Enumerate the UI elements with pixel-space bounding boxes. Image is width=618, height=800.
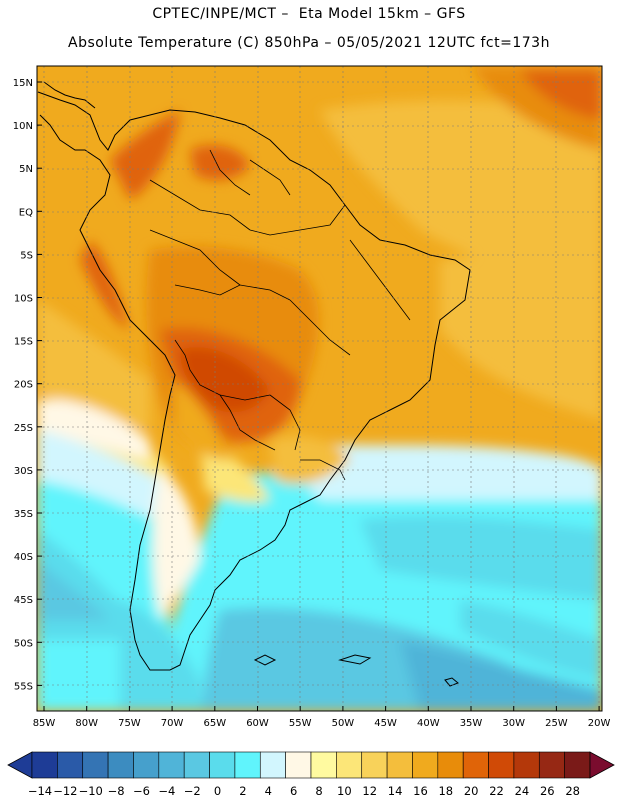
colorbar-right-arrow [589,751,615,779]
colorbar-label: −4 [158,784,175,798]
title-line-1: CPTEC/INPE/MCT – Eta Model 15km – GFS [152,6,466,22]
colorbar-swatch [31,751,58,779]
colorbar-swatch [285,751,312,779]
colorbar-swatch [310,751,337,779]
colorbar-swatch [107,751,134,779]
colorbar-swatch [488,751,515,779]
colorbar-label: −2 [184,784,201,798]
colorbar-swatch [259,751,286,779]
country-borders [149,149,411,481]
lat-label: 55S [14,681,33,692]
colorbar-swatch [361,751,388,779]
lon-label: 35W [460,718,483,729]
lon-label: 60W [246,718,269,729]
colorbar-label: −6 [133,784,150,798]
lat-label: 40S [14,552,33,563]
colorbar-label: −8 [108,784,125,798]
lat-label: 25S [14,423,33,434]
coastline [37,81,471,687]
colorbar-label: −10 [79,784,103,798]
colorbar-swatch [336,751,363,779]
colorbar-label: 20 [464,784,479,798]
lon-label: 75W [118,718,141,729]
lon-label: 65W [203,718,226,729]
colorbar-swatch [386,751,413,779]
colorbar-swatch [412,751,439,779]
colorbar-swatch [538,751,565,779]
colorbar-label: −12 [53,784,77,798]
colorbar-swatch [462,751,489,779]
lon-label: 50W [332,718,355,729]
map-frame [36,65,603,712]
colorbar-swatch [133,751,160,779]
colorbar-label: 28 [565,784,580,798]
lon-label: 85W [33,718,56,729]
graticule [37,66,602,711]
colorbar-left-arrow [7,751,33,779]
lat-label: 10S [14,294,33,305]
colorbar-label: 4 [265,784,272,798]
colorbar-swatch [183,751,210,779]
lat-label: EQ [19,207,33,218]
colorbar-label: 10 [337,784,352,798]
colorbar-swatch [437,751,464,779]
lon-label: 80W [75,718,98,729]
colorbar-label: 12 [362,784,377,798]
lon-label: 70W [161,718,184,729]
lat-label: 5S [20,250,33,261]
lon-label: 55W [289,718,312,729]
lat-label: 15S [14,337,33,348]
lon-label: 45W [374,718,397,729]
temperature-field [37,66,602,711]
lat-label: 15N [13,78,33,89]
colorbar-label: 2 [239,784,246,798]
lat-label: 30S [14,466,33,477]
colorbar-swatch [158,751,185,779]
colorbar-label: 24 [515,784,530,798]
lat-label: 45S [14,595,33,606]
colorbar-label: 14 [388,784,403,798]
colorbar-label: 0 [214,784,221,798]
lat-label: 10N [13,121,33,132]
colorbar-label: 16 [413,784,428,798]
lon-label: 40W [417,718,440,729]
title-line-2: Absolute Temperature (C) 850hPa – 05/05/… [68,35,550,51]
colorbar-swatch [57,751,84,779]
lat-label: 35S [14,509,33,520]
colorbar-label: 18 [438,784,453,798]
colorbar-label: 6 [290,784,297,798]
colorbar-swatch [234,751,261,779]
lat-label: 5N [19,164,33,175]
colorbar-swatch [564,751,591,779]
colorbar-swatch [513,751,540,779]
colorbar: −14 −12 −10 −8 −6 −4 −2 0 2 4 6 8 10 12 14 16 18 20 22 24 26… [7,751,615,798]
lon-label: 30W [502,718,525,729]
lon-label: 20W [588,718,611,729]
longitude-axis: 85W 80W 75W 70W 65W 60W 55W 50W 45W 40W 35W 30W 25W 2… [33,706,611,729]
lat-label: 20S [14,380,33,391]
colorbar-label: 8 [315,784,322,798]
lon-label: 25W [545,718,568,729]
lat-label: 50S [14,638,33,649]
colorbar-label: 26 [540,784,555,798]
colorbar-swatch [82,751,109,779]
colorbar-label: −14 [28,784,52,798]
latitude-axis: 15N 10N 5N EQ 5S 10S 15S 20S 25S 30S 35S 40S 45S 50S 5… [13,78,42,692]
colorbar-swatch [209,751,236,779]
colorbar-label: 22 [489,784,504,798]
